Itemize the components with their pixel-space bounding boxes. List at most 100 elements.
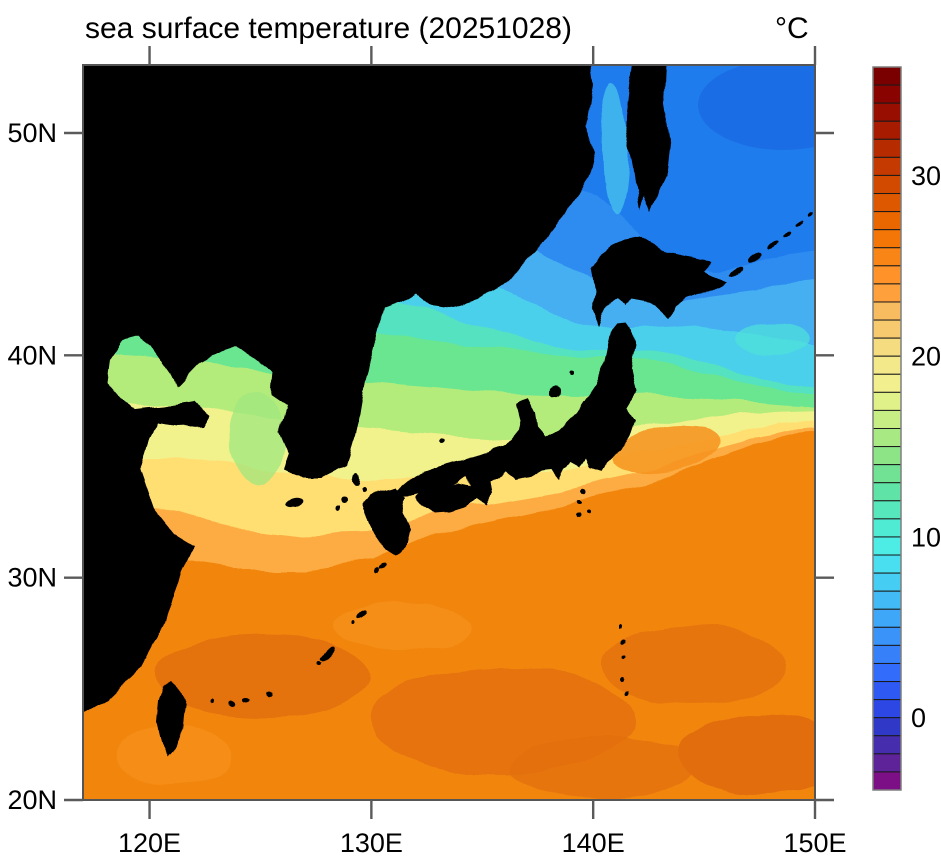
colorbar-segment xyxy=(872,717,902,737)
island-izu-4 xyxy=(587,510,591,514)
island-ogasawara-5 xyxy=(624,691,628,695)
kuroshio-warm-tongue xyxy=(616,425,720,475)
colorbar-segment xyxy=(872,229,902,249)
colorbar-segment xyxy=(872,482,902,502)
colorbar-segment xyxy=(872,391,902,411)
island-yakushima xyxy=(374,568,380,574)
island-kuril-2 xyxy=(748,252,762,264)
colorbar-segment xyxy=(872,319,902,339)
colorbar-segment xyxy=(872,681,902,701)
island-izu-3 xyxy=(575,512,581,518)
land-hokkaido xyxy=(592,235,728,327)
island-ogasawara-4 xyxy=(619,678,623,682)
y-tick-label: 30N xyxy=(7,563,57,593)
colorbar-segment xyxy=(872,409,902,429)
colorbar-segment xyxy=(872,355,902,375)
land-kyushu xyxy=(362,488,410,556)
plot-frame xyxy=(82,64,816,801)
colorbar-segment xyxy=(872,608,902,628)
colorbar-segment xyxy=(872,138,902,158)
colorbar-segment xyxy=(872,102,902,122)
colorbar: 30 20 10 0 xyxy=(872,66,941,791)
colorbar-segment xyxy=(872,771,902,791)
colorbar-tick-labels: 30 20 10 0 xyxy=(911,161,941,733)
land-taiwan xyxy=(156,681,186,757)
colorbar-segment xyxy=(872,120,902,140)
island-okinawa xyxy=(319,647,335,661)
colorbar-segment xyxy=(872,626,902,646)
plot-title: sea surface temperature (20251028) xyxy=(85,12,572,45)
island-ryukyu-1 xyxy=(352,621,356,625)
island-tanegashima xyxy=(379,564,389,570)
island-kuril-4 xyxy=(783,229,793,237)
colorbar-segment xyxy=(872,500,902,520)
colorbar-segment xyxy=(872,753,902,773)
colorbar-segment xyxy=(872,699,902,719)
island-oki xyxy=(439,437,445,443)
island-sado xyxy=(549,386,563,398)
island-miyako xyxy=(265,690,271,696)
colorbar-segment xyxy=(872,337,902,357)
colorbar-segments xyxy=(872,66,902,791)
x-tick-label: 120E xyxy=(118,828,181,858)
island-iriomote xyxy=(229,700,235,706)
colorbar-segment xyxy=(872,536,902,556)
land-sakhalin xyxy=(625,65,670,211)
island-tobishima xyxy=(570,371,574,375)
island-ogasawara-1 xyxy=(618,625,622,629)
colorbar-segment xyxy=(872,464,902,484)
yellow-sea-cold-tongue xyxy=(230,391,282,483)
island-izu-2 xyxy=(578,500,582,504)
colorbar-segment xyxy=(872,156,902,176)
warm-patch-3 xyxy=(601,627,785,703)
colorbar-segment xyxy=(872,446,902,466)
map-area xyxy=(83,65,815,800)
warm-patch-6 xyxy=(508,737,698,797)
warm-patch-7 xyxy=(113,725,233,785)
oyashio-eddy-patch xyxy=(737,322,809,352)
warm-patch-1 xyxy=(153,635,373,719)
colorbar-tick-label: 30 xyxy=(911,161,941,191)
island-kuril-5 xyxy=(796,220,804,226)
x-tick-label: 140E xyxy=(562,828,625,858)
land-asia-mainland-korea xyxy=(83,65,595,714)
colorbar-segment xyxy=(872,66,902,86)
island-iki xyxy=(361,486,367,492)
island-ogasawara-2 xyxy=(620,640,626,646)
island-ryukyu-2 xyxy=(317,661,321,665)
island-izu-1 xyxy=(580,487,586,493)
colorbar-outline xyxy=(872,66,902,791)
island-jeju xyxy=(284,497,304,507)
y-tick-label: 20N xyxy=(7,785,57,815)
island-goto-1 xyxy=(342,498,348,504)
colorbar-segment xyxy=(872,662,902,683)
island-kuril-6 xyxy=(807,211,813,217)
colorbar-segment xyxy=(872,373,902,393)
colorbar-segment xyxy=(872,301,902,321)
colorbar-segment xyxy=(872,644,902,664)
colorbar-tick-label: 20 xyxy=(911,342,941,372)
colorbar-segment xyxy=(872,211,902,231)
land-shikoku xyxy=(415,484,478,513)
colorbar-segment xyxy=(872,283,902,303)
island-kuril-1 xyxy=(730,266,744,278)
island-goto-2 xyxy=(335,505,341,511)
colorbar-tick-label: 10 xyxy=(911,522,941,552)
land-group xyxy=(83,65,813,757)
colorbar-segment xyxy=(872,84,902,104)
colorbar-segment xyxy=(872,265,902,285)
island-kuril-3 xyxy=(767,240,779,250)
y-tick-label: 50N xyxy=(7,118,57,148)
colorbar-segment xyxy=(872,174,902,195)
colorbar-segment xyxy=(872,590,902,610)
island-amami xyxy=(357,608,369,620)
island-ogasawara-3 xyxy=(623,656,627,660)
axis-labels: 120E 130E 140E 150E 50N 40N 30N 20N xyxy=(7,118,846,858)
units-label: °C xyxy=(775,12,809,45)
colorbar-segment xyxy=(872,735,902,755)
colorbar-segment xyxy=(872,428,902,448)
colorbar-segment xyxy=(872,554,902,574)
land-honshu xyxy=(397,322,636,504)
